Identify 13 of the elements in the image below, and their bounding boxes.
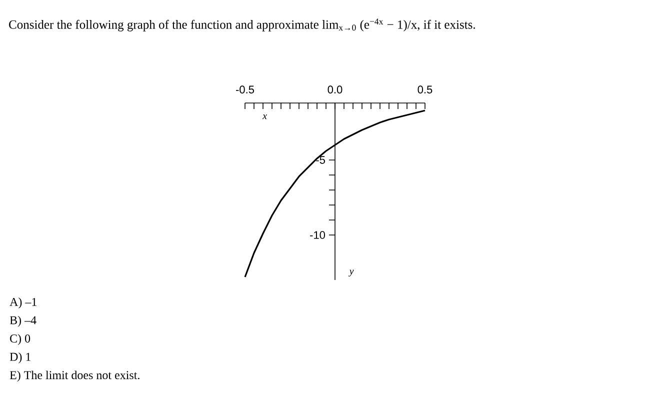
x-tick-label: 0.0 [328,86,342,94]
text: C) 0 [10,334,30,346]
x-tick-label: 0.5 [418,86,432,94]
x-axis-title: x [262,114,267,120]
text: E) The limit does not exist. [10,370,140,382]
y-tick-label: -10 [310,231,326,239]
y-axis-title: y [348,270,354,276]
text: A) –1 [10,298,36,308]
text: B) –4 [10,316,36,327]
y-tick-label: -5 [316,156,325,164]
x-tick-label: -0.5 [236,86,254,94]
chart-title: Consider the following graph of the function and approximate lim$_{x→0}$ (e$^{−4x}$ − 1)/x, if it exists. [9,18,475,32]
text: D) 1 [10,352,30,364]
